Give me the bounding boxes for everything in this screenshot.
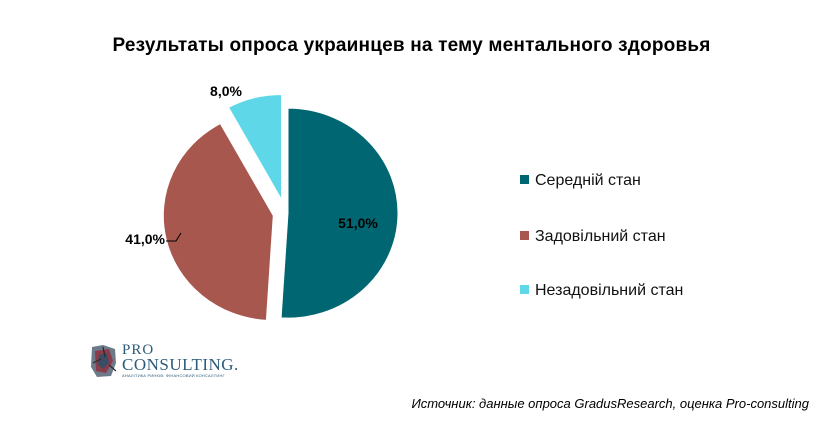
leader-line-satisfactory: [166, 232, 182, 242]
legend-item-satisfactory: Задовільний стан: [520, 228, 666, 246]
legend-label-average: Середній стан: [535, 172, 641, 189]
legend-label-unsatisfactory: Незадовільний стан: [535, 282, 684, 299]
source-note: Источник: данные опроса GradusResearch, …: [411, 396, 809, 411]
chart-title: Результаты опроса украинцев на тему мент…: [112, 35, 711, 56]
data-label-unsatisfactory: 8,0%: [210, 83, 242, 99]
logo-tagline: АНАЛІТИКА РИНКІВ. ФІНАНСОВИЙ КОНСАЛТИНГ: [122, 373, 225, 378]
logo-pro-text: PRO: [122, 342, 155, 358]
legend-swatch-unsatisfactory: [520, 285, 529, 294]
logo-consulting-text: CONSULTING.: [122, 355, 239, 374]
pie-slice-average: [280, 107, 399, 319]
pie-slice-unsatisfactory: [227, 93, 283, 202]
legend-item-unsatisfactory: Незадовільний стан: [520, 282, 683, 300]
data-label-average: 51,0%: [338, 215, 378, 231]
logo-emblem-icon: [89, 343, 119, 379]
legend-swatch-average: [520, 175, 529, 184]
legend-item-average: Середній стан: [520, 172, 641, 190]
pie-slice-satisfactory: [162, 122, 274, 321]
data-label-satisfactory: 41,0%: [125, 231, 165, 247]
legend-label-satisfactory: Задовільний стан: [535, 228, 666, 245]
pro-consulting-logo: PRO CONSULTING. АНАЛІТИКА РИНКІВ. ФІНАНС…: [89, 341, 239, 381]
legend-swatch-satisfactory: [520, 231, 529, 240]
